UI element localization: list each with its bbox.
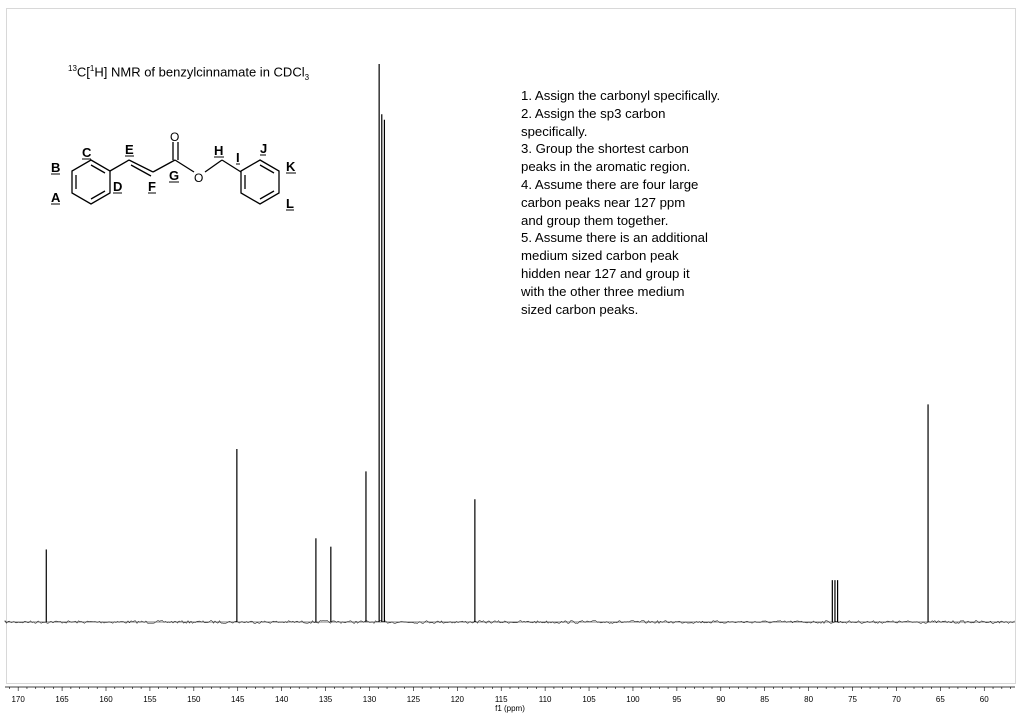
tick-label: 105 <box>582 695 596 704</box>
x-ticks: 170 165 160 155 150 145 140 135 130 125 120 115 110 1… <box>9 687 1011 704</box>
spectrum-title: 13C[1H] NMR of benzylcinnamate in CDCl3 <box>68 64 309 82</box>
tick-label: 90 <box>716 695 725 704</box>
phenyl-ring-right <box>240 159 280 205</box>
ring-double-bond <box>90 164 106 174</box>
label-j: J <box>260 141 267 156</box>
instruction-line: 3. Group the shortest carbon <box>521 141 689 157</box>
ring-double-bond <box>90 190 106 200</box>
tick-label: 85 <box>760 695 769 704</box>
tick-label: 165 <box>55 695 69 704</box>
tick-label: 60 <box>980 695 989 704</box>
tick-label: 130 <box>363 695 377 704</box>
x-axis-label: f1 (ppm) <box>495 704 525 713</box>
tick-label: 145 <box>231 695 245 704</box>
instruction-line: sized carbon peaks. <box>521 301 639 317</box>
label-a: A <box>51 190 61 205</box>
ring-double-bond <box>259 164 275 174</box>
label-i: I <box>236 150 240 165</box>
tick-label: 75 <box>848 695 857 704</box>
spectrum-frame <box>6 8 1016 684</box>
tick-label: 150 <box>187 695 201 704</box>
ring-double-bond <box>259 190 275 200</box>
instruction-line: 2. Assign the sp3 carbon <box>521 105 666 121</box>
label-k: K <box>286 159 296 174</box>
tick-label: 140 <box>275 695 289 704</box>
label-d: D <box>113 179 122 194</box>
tick-label: 155 <box>143 695 157 704</box>
tick-label: 170 <box>11 695 25 704</box>
baseline-noise <box>4 619 1015 625</box>
tick-label: 125 <box>407 695 421 704</box>
alkene-double-bond <box>130 164 152 177</box>
instruction-line: 5. Assume there is an additional <box>521 230 708 246</box>
title-sub: 3 <box>304 72 310 82</box>
ester-bond <box>174 159 195 173</box>
label-l: L <box>286 196 294 211</box>
label-h: H <box>214 143 223 158</box>
noise-trace <box>4 619 1015 625</box>
label-f: F <box>148 179 156 194</box>
tick-label: 65 <box>936 695 945 704</box>
title-proton-sup: 1 <box>89 64 95 73</box>
peak-group <box>45 64 929 622</box>
instruction-line: hidden near 127 and group it <box>521 265 690 281</box>
tick-label: 110 <box>539 695 552 704</box>
label-c: C <box>82 145 92 160</box>
tick-label: 135 <box>319 695 333 704</box>
ester-bond <box>204 159 223 173</box>
instruction-line: specifically. <box>521 123 588 139</box>
label-b: B <box>51 160 60 175</box>
tick-label: 80 <box>804 695 813 704</box>
instruction-line: with the other three medium <box>521 283 685 299</box>
tick-label: 115 <box>495 695 508 704</box>
phenyl-ring-left <box>71 159 111 205</box>
instruction-line: peaks in the aromatic region. <box>521 159 691 175</box>
benzyl-cinnamate-structure: O O A B C D E F G H I J K L <box>51 130 296 211</box>
chain-bond <box>152 159 176 173</box>
instructions-list: 1. Assign the carbonyl specifically. 2. … <box>521 87 720 318</box>
label-e: E <box>125 142 134 157</box>
instruction-line: 4. Assume there are four large <box>521 176 699 192</box>
carbonyl-oxygen: O <box>170 130 179 144</box>
title-part-2: H] NMR of benzylcinnamate in CDCl <box>94 64 305 80</box>
ester-oxygen: O <box>194 171 203 185</box>
label-g: G <box>169 168 179 183</box>
title-part-1: C[ <box>76 64 90 80</box>
instruction-line: medium sized carbon peak <box>521 248 679 264</box>
title-isotope: 13 <box>68 64 77 73</box>
benzyl-bond <box>221 159 242 173</box>
tick-label: 70 <box>892 695 901 704</box>
alkene-bond <box>128 159 154 173</box>
instruction-line: and group them together. <box>521 212 669 228</box>
tick-label: 120 <box>451 695 465 704</box>
instruction-line: 1. Assign the carbonyl specifically. <box>521 88 721 103</box>
instruction-line: carbon peaks near 127 ppm <box>521 194 686 210</box>
tick-label: 100 <box>626 695 640 704</box>
chain-bond <box>109 159 130 172</box>
tick-label: 95 <box>672 695 681 704</box>
tick-label: 160 <box>99 695 113 704</box>
